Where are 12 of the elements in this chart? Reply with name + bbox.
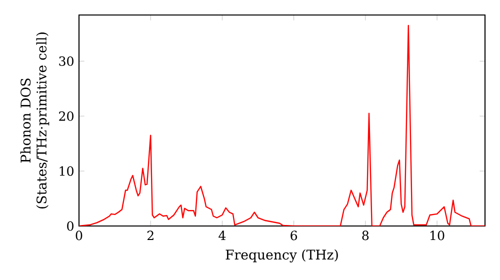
x-tick-label: 2 xyxy=(147,230,154,240)
x-tick-label: 8 xyxy=(362,230,369,240)
x-tick-label: 4 xyxy=(218,230,226,240)
x-tick-label: 6 xyxy=(290,230,298,240)
y-tick-label: 10 xyxy=(60,166,74,176)
y-tick-label: 30 xyxy=(59,56,74,66)
x-tick-label: 0 xyxy=(76,230,82,240)
y-tick-label: 0 xyxy=(67,221,74,231)
x-axis-title: Frequency (THz) xyxy=(226,249,338,262)
x-tick-label: 10 xyxy=(430,230,444,240)
y-axis-title: Phonon DOS (States/THz·primitive cell) xyxy=(20,32,50,208)
y-tick-label: 20 xyxy=(59,111,74,121)
